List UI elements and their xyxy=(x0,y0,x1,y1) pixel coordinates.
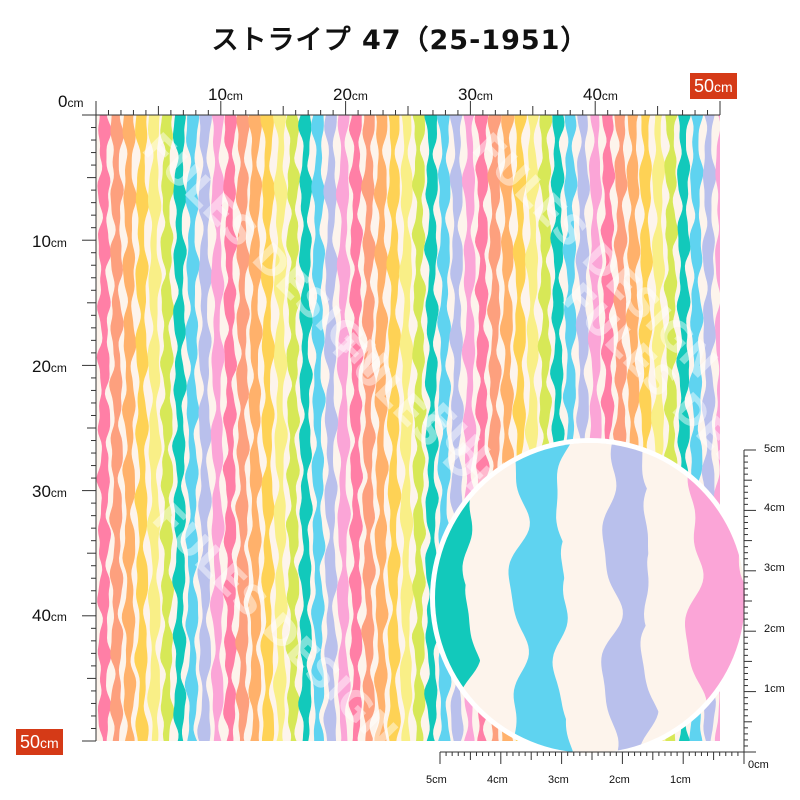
fabric-stripe xyxy=(613,115,628,741)
zoom-bottom-label-3: 3cm xyxy=(548,774,569,786)
zoom-bottom-label-4: 4cm xyxy=(487,774,508,786)
top-ruler-label-40: 40cm xyxy=(583,85,618,104)
fabric-stripe xyxy=(298,115,313,741)
fabric-stripe xyxy=(361,115,376,741)
fabric-stripe xyxy=(323,115,339,741)
zoom-stripe xyxy=(508,443,575,753)
fabric-stripe xyxy=(701,115,717,741)
zoom-right-label-4: 4cm xyxy=(764,502,785,514)
left-ruler-end-badge: 50cm xyxy=(16,729,63,755)
left-ruler-label-30: 30cm xyxy=(32,482,67,501)
zoom-right-label-1: 1cm xyxy=(764,683,785,695)
left-ruler-label-40: 40cm xyxy=(32,606,67,625)
top-ruler-label-30: 30cm xyxy=(458,85,493,104)
fabric-stripe xyxy=(335,115,351,741)
zoom-bottom-label-5: 5cm xyxy=(426,774,447,786)
fabric-stripe xyxy=(184,115,200,741)
zoom-stripe xyxy=(640,443,703,753)
fabric-stripe xyxy=(147,115,162,741)
zoom-bottom-label-1: 1cm xyxy=(670,774,691,786)
fabric-stripe xyxy=(197,115,213,741)
page-title: ストライプ 47（25-1951） xyxy=(211,25,589,56)
fabric-stripe xyxy=(373,115,389,741)
top-ruler-label-0: 0cm xyxy=(58,92,84,111)
fabric-stripe xyxy=(260,115,276,741)
zoom-stripe xyxy=(435,443,481,753)
zoom-bottom-label-2: 2cm xyxy=(609,774,630,786)
top-ruler-end-badge: 50cm xyxy=(690,73,737,99)
fabric-stripe xyxy=(235,115,250,741)
fabric-stripe xyxy=(398,115,414,741)
left-ruler-label-20: 20cm xyxy=(32,357,67,376)
left-ruler-label-10: 10cm xyxy=(32,232,67,251)
zoom-right-label-0: 0cm xyxy=(748,759,769,771)
fabric-stripe xyxy=(411,115,427,741)
fabric-stripe xyxy=(386,115,402,741)
zoom-right-label-5: 5cm xyxy=(764,443,785,455)
top-ruler-label-20: 20cm xyxy=(333,85,368,104)
fabric-stripe xyxy=(96,115,112,741)
fabric-stripe xyxy=(248,115,263,741)
zoom-stripe xyxy=(465,443,526,753)
fabric-stripe xyxy=(348,115,364,741)
fabric-stripe xyxy=(134,115,150,741)
zoom-right-label-2: 2cm xyxy=(764,623,785,635)
fabric-stripe xyxy=(285,115,301,741)
zoom-right-label-3: 3cm xyxy=(764,562,785,574)
fabric-stripe xyxy=(222,115,238,741)
fabric-stripe xyxy=(310,115,326,741)
fabric-stripe xyxy=(550,115,565,741)
fabric-stripe xyxy=(159,115,175,741)
fabric-stripe xyxy=(210,115,225,741)
fabric-stripe xyxy=(121,115,137,741)
fabric-stripe xyxy=(273,115,288,741)
fabric-stripe xyxy=(172,115,187,741)
fabric-stripe xyxy=(109,115,124,741)
top-ruler-label-10: 10cm xyxy=(208,85,243,104)
